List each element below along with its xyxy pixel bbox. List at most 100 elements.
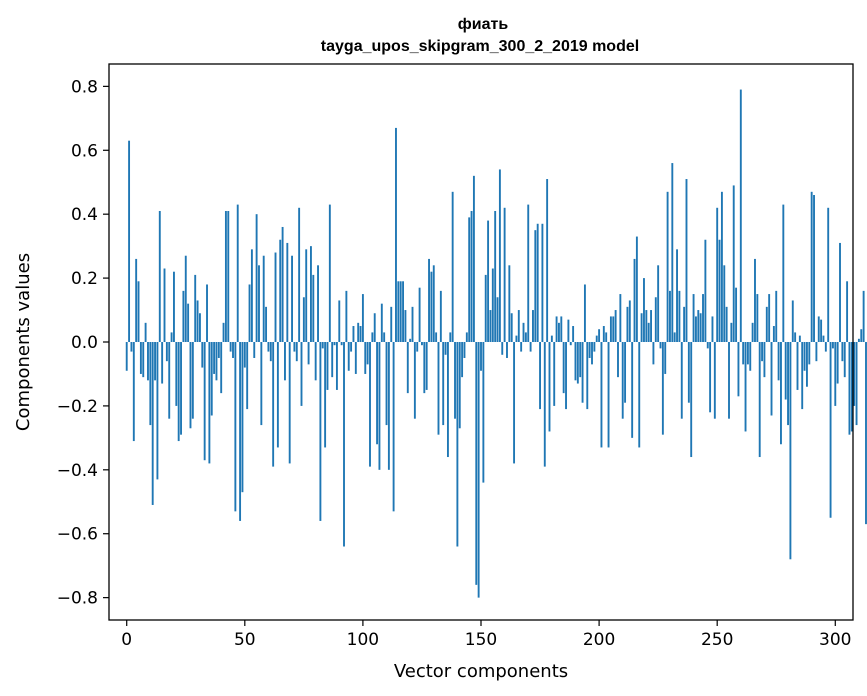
- bar: [361, 294, 364, 342]
- bar: [640, 313, 643, 342]
- bar: [217, 342, 220, 358]
- bar: [243, 342, 246, 368]
- bar: [239, 342, 242, 521]
- bar: [624, 342, 627, 403]
- bar: [196, 300, 199, 342]
- bar: [345, 290, 348, 342]
- bar: [246, 342, 249, 410]
- bar: [151, 342, 154, 505]
- bar: [806, 342, 808, 387]
- bar: [853, 342, 856, 406]
- bar: [510, 313, 513, 342]
- bar: [784, 342, 787, 400]
- bar: [683, 306, 686, 342]
- bar: [366, 342, 369, 365]
- bar: [815, 342, 818, 362]
- bar: [321, 342, 324, 349]
- bar: [208, 342, 211, 464]
- bar: [383, 332, 386, 342]
- y-tick-label: −0.4: [57, 461, 98, 481]
- x-tick-label: 200: [583, 630, 615, 650]
- bar: [796, 342, 799, 390]
- bar: [298, 207, 301, 342]
- bar: [168, 342, 171, 419]
- bar: [694, 316, 697, 342]
- bar: [215, 342, 218, 381]
- bar: [173, 271, 175, 342]
- bar: [328, 204, 331, 342]
- bar: [697, 310, 700, 342]
- bar: [324, 342, 327, 448]
- y-tick-label: −0.2: [57, 397, 98, 417]
- bar: [513, 342, 516, 464]
- bar: [850, 342, 853, 432]
- bar: [581, 342, 584, 403]
- bar: [794, 332, 797, 342]
- bar: [621, 342, 624, 419]
- bar: [387, 342, 390, 470]
- bar: [267, 342, 270, 352]
- bar: [702, 294, 704, 342]
- bar: [222, 322, 225, 342]
- bar: [588, 342, 591, 358]
- bar: [591, 342, 593, 365]
- bar: [189, 342, 192, 429]
- y-tick-label: 0.0: [71, 333, 98, 353]
- bar: [831, 342, 834, 349]
- bar: [718, 239, 721, 342]
- bar: [829, 342, 832, 518]
- bar: [496, 297, 499, 342]
- bar: [862, 290, 865, 342]
- bar: [754, 258, 756, 342]
- bar: [482, 342, 485, 483]
- bar: [598, 329, 601, 342]
- bar: [532, 310, 534, 342]
- bar: [789, 342, 792, 560]
- y-tick-label: 0.8: [71, 77, 98, 97]
- bar: [147, 342, 149, 381]
- bars-group: [125, 89, 867, 598]
- bar: [744, 342, 747, 432]
- bar: [390, 306, 393, 342]
- bar: [310, 246, 312, 342]
- bar: [161, 342, 164, 384]
- bar: [343, 342, 345, 547]
- bar: [647, 322, 650, 342]
- bar: [253, 342, 256, 358]
- bar: [791, 300, 794, 342]
- bar: [824, 342, 827, 352]
- bar: [723, 265, 726, 342]
- bar: [843, 342, 846, 378]
- bar: [562, 342, 565, 394]
- bar: [404, 310, 407, 342]
- bar: [810, 191, 813, 342]
- bar: [425, 342, 428, 390]
- bar: [836, 342, 839, 384]
- bar: [125, 342, 128, 371]
- bar: [664, 342, 667, 374]
- bar: [295, 342, 298, 362]
- bar: [347, 342, 350, 371]
- bar: [279, 239, 282, 342]
- bar: [439, 290, 442, 342]
- bar: [385, 342, 388, 426]
- bar: [605, 332, 608, 342]
- y-tick-label: −0.6: [57, 525, 98, 545]
- bar: [409, 338, 412, 342]
- y-axis-ticks: −0.8 −0.6 −0.4 −0.2 0.0 0.2 0.4 0.6 0.8: [57, 77, 109, 609]
- bar: [737, 342, 740, 397]
- x-tick-label: 100: [347, 630, 379, 650]
- bar: [527, 204, 530, 342]
- bar: [728, 342, 730, 419]
- bar: [770, 342, 773, 416]
- bar: [661, 342, 664, 435]
- bar: [182, 290, 185, 342]
- bar: [475, 342, 478, 585]
- bar: [224, 210, 227, 342]
- bar: [269, 342, 272, 362]
- bar: [210, 342, 213, 416]
- bar: [822, 335, 825, 342]
- bar: [177, 342, 180, 442]
- bar: [650, 310, 652, 342]
- bar: [579, 342, 582, 378]
